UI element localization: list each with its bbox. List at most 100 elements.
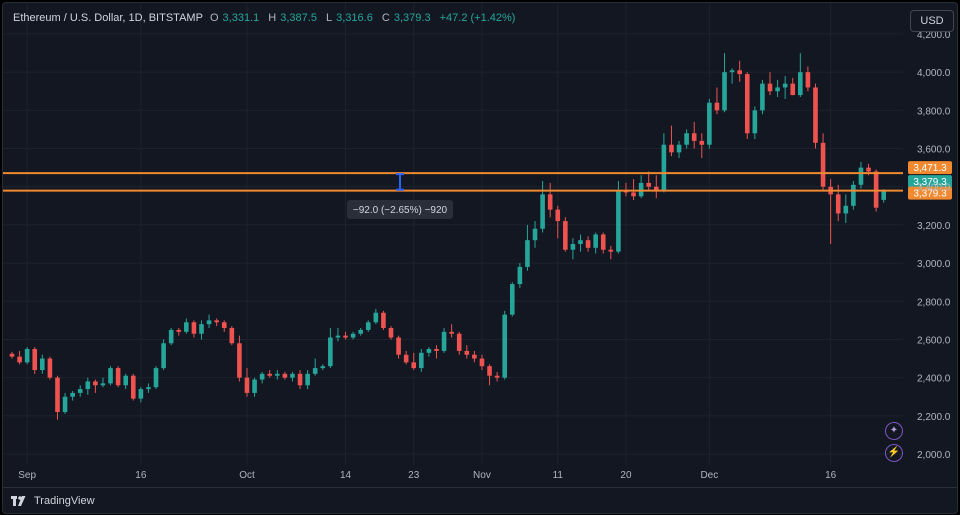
candle-body[interactable]: [707, 102, 712, 145]
candle-body[interactable]: [434, 349, 439, 351]
candle-body[interactable]: [70, 392, 75, 397]
candle-body[interactable]: [267, 373, 273, 376]
candle-body[interactable]: [881, 190, 886, 200]
tradingview-logo[interactable]: TradingView: [11, 495, 95, 507]
candle-body[interactable]: [790, 83, 796, 96]
candle-body[interactable]: [55, 377, 60, 412]
candle-body[interactable]: [752, 110, 758, 134]
candle-body[interactable]: [798, 72, 803, 96]
candle-body[interactable]: [184, 322, 189, 332]
candle-body[interactable]: [835, 194, 841, 214]
candle-body[interactable]: [767, 83, 773, 92]
currency-button[interactable]: USD: [910, 10, 954, 32]
lightning-icon[interactable]: ⚡: [885, 444, 903, 462]
candle-body[interactable]: [646, 182, 652, 187]
candle-body[interactable]: [153, 368, 159, 388]
candle-body[interactable]: [138, 389, 144, 399]
candle-body[interactable]: [616, 190, 621, 252]
candle-body[interactable]: [161, 343, 166, 369]
candle-body[interactable]: [820, 142, 826, 187]
candle-body[interactable]: [608, 249, 614, 252]
candle-body[interactable]: [782, 83, 788, 88]
candle-body[interactable]: [290, 373, 295, 378]
candle-body[interactable]: [464, 350, 470, 355]
candle-body[interactable]: [252, 379, 257, 393]
candle-body[interactable]: [350, 333, 356, 338]
candle-body[interactable]: [123, 375, 128, 386]
candle-body[interactable]: [851, 184, 856, 206]
candle-body[interactable]: [229, 328, 235, 344]
candle-body[interactable]: [100, 383, 106, 386]
candle-body[interactable]: [176, 329, 182, 332]
candle-body[interactable]: [40, 358, 45, 370]
candle-body[interactable]: [343, 335, 348, 338]
candle-body[interactable]: [199, 324, 204, 334]
candle-body[interactable]: [312, 368, 318, 374]
candle-body[interactable]: [9, 353, 15, 357]
candle-body[interactable]: [578, 240, 583, 244]
candle-body[interactable]: [563, 221, 568, 250]
candle-body[interactable]: [62, 396, 68, 412]
candle-body[interactable]: [525, 240, 530, 267]
candle-body[interactable]: [396, 337, 401, 355]
candle-body[interactable]: [214, 320, 219, 323]
candle-body[interactable]: [729, 70, 735, 73]
candle-body[interactable]: [593, 234, 598, 248]
candle-body[interactable]: [760, 83, 765, 111]
candle-body[interactable]: [77, 389, 83, 393]
candle-body[interactable]: [130, 375, 136, 399]
candle-body[interactable]: [714, 102, 720, 111]
candle-body[interactable]: [419, 352, 424, 369]
candle-body[interactable]: [328, 337, 333, 367]
candle-body[interactable]: [403, 354, 409, 363]
candle-body[interactable]: [221, 322, 227, 328]
candle-body[interactable]: [775, 87, 780, 92]
candle-body[interactable]: [320, 366, 326, 369]
candle-body[interactable]: [441, 331, 447, 351]
candle-body[interactable]: [472, 354, 477, 359]
candle-body[interactable]: [85, 381, 91, 390]
candle-body[interactable]: [600, 234, 606, 250]
candle-body[interactable]: [388, 328, 394, 338]
candle-body[interactable]: [873, 171, 879, 208]
candle-body[interactable]: [115, 368, 121, 386]
candle-body[interactable]: [305, 373, 310, 386]
candle-body[interactable]: [297, 373, 303, 386]
candle-body[interactable]: [358, 329, 363, 334]
candle-body[interactable]: [32, 349, 38, 370]
candle-body[interactable]: [813, 87, 818, 143]
candle-body[interactable]: [93, 381, 98, 386]
candle-body[interactable]: [487, 366, 492, 376]
candle-body[interactable]: [494, 375, 500, 378]
candle-body[interactable]: [426, 349, 432, 353]
candle-body[interactable]: [17, 356, 22, 363]
candle-body[interactable]: [168, 329, 174, 344]
candle-body[interactable]: [805, 72, 811, 88]
candle-body[interactable]: [585, 240, 591, 248]
candle-body[interactable]: [411, 362, 417, 369]
candle-body[interactable]: [24, 349, 30, 363]
candle-body[interactable]: [722, 72, 727, 111]
candle-body[interactable]: [373, 312, 379, 323]
candle-body[interactable]: [259, 373, 265, 380]
candle-body[interactable]: [737, 70, 742, 75]
candle-body[interactable]: [866, 167, 871, 172]
candle-body[interactable]: [547, 194, 553, 210]
candle-body[interactable]: [843, 205, 849, 214]
candle-body[interactable]: [282, 373, 288, 378]
candle-body[interactable]: [684, 133, 689, 145]
candle-body[interactable]: [699, 140, 705, 145]
candle-body[interactable]: [502, 314, 507, 378]
candle-body[interactable]: [540, 194, 545, 229]
candle-body[interactable]: [479, 358, 485, 367]
candle-body[interactable]: [661, 144, 667, 191]
candle-body[interactable]: [744, 74, 750, 134]
candle-body[interactable]: [638, 182, 644, 197]
candle-body[interactable]: [335, 335, 341, 338]
sparkle-icon[interactable]: ✦: [885, 422, 903, 440]
candle-body[interactable]: [555, 209, 561, 222]
candle-body[interactable]: [237, 343, 242, 378]
candle-body[interactable]: [631, 192, 636, 197]
candle-body[interactable]: [858, 167, 864, 185]
candlestick-chart[interactable]: −92.0 (−2.65%) −9203,471.33,379.33,379.3…: [3, 3, 957, 487]
